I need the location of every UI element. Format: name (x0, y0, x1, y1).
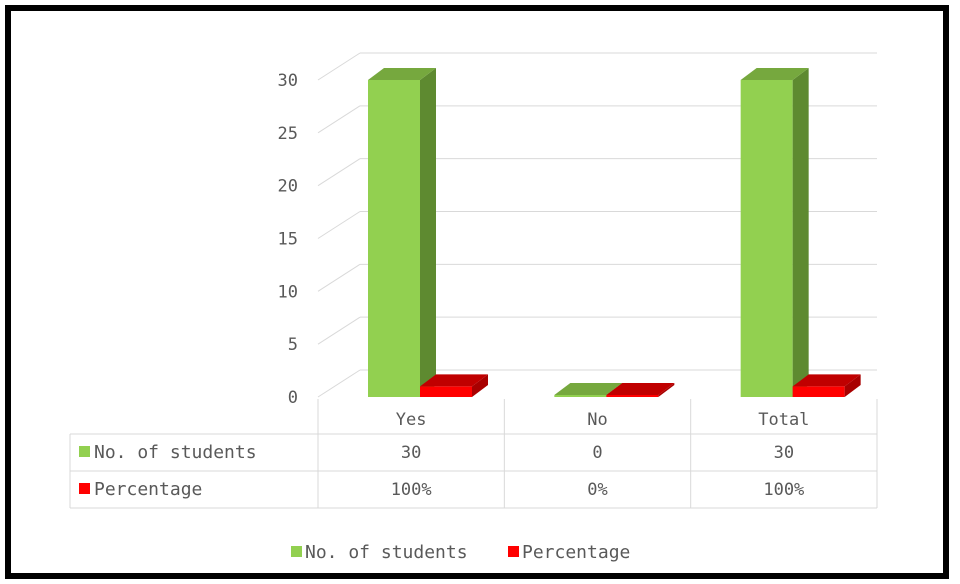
bar-top (368, 68, 436, 80)
bar-front (740, 80, 793, 397)
table-value: 0 (592, 443, 602, 463)
bars (368, 68, 861, 397)
gridline-side (317, 105, 361, 134)
gridline-side (317, 158, 361, 187)
legend-label: No. of students (305, 542, 468, 563)
gridline-side (317, 211, 361, 239)
table-value: 100% (763, 480, 804, 500)
bar-side (658, 383, 675, 397)
y-axis-ticks: 0 5 10 15 20 25 30 (278, 71, 298, 408)
table-value: 0% (587, 480, 607, 500)
table-legend-key (79, 446, 90, 457)
chart-frame: 0 5 10 15 20 25 30 Yes No Total No. of students 30… (5, 5, 949, 579)
bar-top (420, 374, 488, 387)
bar-front (368, 80, 420, 397)
table-legend-key (79, 483, 90, 494)
category-label: Yes (396, 410, 427, 430)
bar-top (606, 383, 675, 395)
category-label: No (587, 410, 607, 430)
legend-swatch (508, 546, 519, 557)
bar-side (844, 374, 861, 397)
y-tick-label: 5 (288, 335, 298, 355)
gridline-side (317, 369, 361, 398)
y-tick-label: 25 (278, 124, 298, 144)
gridline-side (317, 263, 361, 292)
bar-side (420, 68, 436, 397)
gridline-side (317, 52, 361, 81)
bar-side (792, 68, 809, 397)
bar-top (554, 383, 623, 395)
chart-canvas: 0 5 10 15 20 25 30 Yes No Total No. of students 30… (69, 52, 878, 563)
legend-swatch (291, 546, 302, 557)
table-row-label: Percentage (94, 479, 202, 500)
table-value: 30 (401, 443, 421, 463)
bar-top (792, 374, 861, 387)
table-value: 30 (774, 443, 794, 463)
y-tick-label: 20 (278, 177, 298, 197)
bar-side (472, 374, 488, 397)
y-tick-label: 0 (288, 388, 298, 408)
table-value: 100% (391, 480, 432, 500)
y-tick-label: 15 (278, 230, 298, 250)
gridline-side (317, 316, 361, 345)
bar-front (554, 395, 607, 397)
category-label: Total (758, 410, 809, 430)
bar-front (792, 386, 845, 397)
table-row-label: No. of students (94, 442, 257, 463)
data-table: Yes No Total No. of students 30 0 30 Percentage… (69, 399, 878, 509)
bar-front (420, 386, 472, 397)
bar-front (606, 395, 659, 397)
legend-label: Percentage (522, 542, 630, 563)
y-tick-label: 30 (278, 71, 298, 91)
bar-top (740, 68, 809, 80)
y-tick-label: 10 (278, 282, 298, 302)
legend: No. of students Percentage (291, 542, 630, 563)
